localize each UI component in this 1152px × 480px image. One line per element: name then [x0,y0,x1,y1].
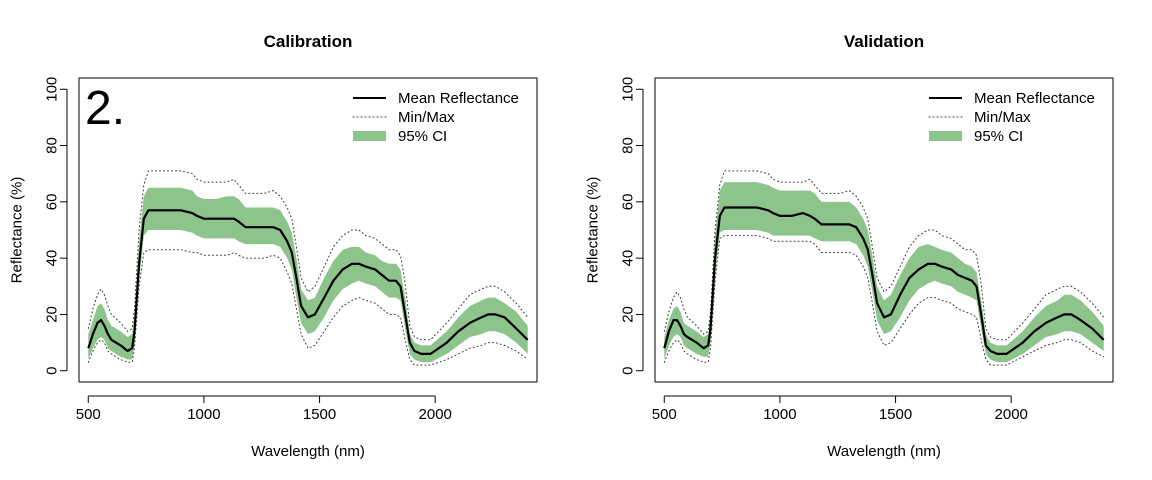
plot-frame [654,77,1114,383]
legend: Mean Reflectance Min/Max 95% CI [928,90,1095,145]
y-tick-label: 80 [620,137,637,154]
y-tick-label: 40 [620,250,637,267]
y-tick-label: 60 [620,194,637,211]
x-tick-label: 500 [76,406,101,423]
x-axis: 500 1000 1500 2000 [652,395,1028,423]
x-tick-label: 1500 [303,406,336,423]
max-line [663,170,1105,341]
legend-mean-label: Mean Reflectance [974,90,1095,107]
panel-annotation: 2. [85,82,125,135]
y-axis: 0 20 40 60 80 100 [44,77,68,375]
y-axis-label: Reflectance (%) [9,177,26,284]
x-tick-label: 2000 [419,406,452,423]
y-tick-label: 20 [620,306,637,323]
x-tick-label: 500 [652,406,677,423]
y-tick-label: 20 [44,306,61,323]
y-tick-label: 100 [44,77,61,102]
y-axis-label: Reflectance (%) [585,177,602,284]
min-line [663,235,1105,366]
y-tick-label: 40 [44,250,61,267]
min-line [87,249,529,366]
chart-panel-2: 500 1000 1500 2000 0 20 40 60 80 100 Validation Wav… [585,32,1114,460]
legend-minmax-label: Min/Max [974,109,1031,126]
chart-title: Validation [844,32,924,51]
x-tick-label: 2000 [995,406,1028,423]
y-axis: 0 20 40 60 80 100 [620,77,644,375]
x-axis: 500 1000 1500 2000 [76,395,452,423]
x-tick-label: 1500 [879,406,912,423]
ci-band [88,187,528,363]
legend-minmax-label: Min/Max [398,109,455,126]
legend-mean-label: Mean Reflectance [398,90,519,107]
y-tick-label: 0 [620,367,637,375]
legend: Mean Reflectance Min/Max 95% CI [352,90,519,145]
y-tick-label: 80 [44,137,61,154]
x-tick-label: 1000 [187,406,220,423]
x-axis-label: Wavelength (nm) [251,443,365,460]
mean-line [663,206,1105,355]
plot-frame [78,77,538,383]
mean-line [87,209,529,355]
y-tick-label: 60 [44,194,61,211]
x-tick-label: 1000 [763,406,796,423]
y-tick-label: 100 [620,77,637,102]
chart-title: Calibration [264,32,353,51]
max-line [87,170,529,341]
chart-panel-1: 500 1000 1500 2000 0 20 40 60 80 100 Calibration Wa… [9,32,538,460]
y-tick-label: 0 [44,367,61,375]
x-axis-label: Wavelength (nm) [827,443,941,460]
legend-ci-label: 95% CI [398,128,447,145]
ci-band [664,182,1104,363]
legend-ci-label: 95% CI [974,128,1023,145]
